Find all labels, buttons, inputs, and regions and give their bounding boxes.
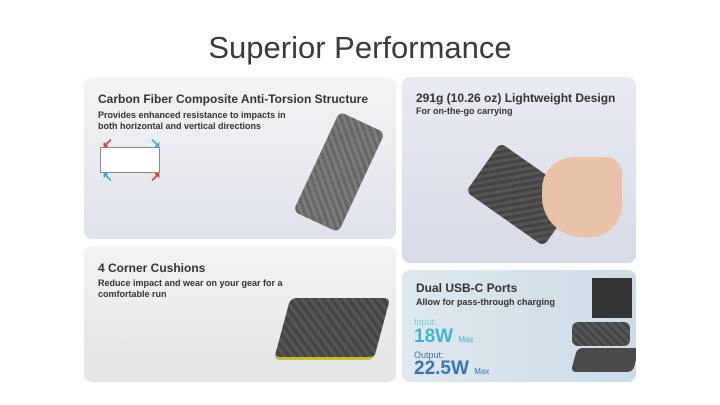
- card-heading: Carbon Fiber Composite Anti-Torsion Stru…: [98, 92, 369, 106]
- wall-charger-image: [592, 278, 632, 318]
- card-anti-torsion: Carbon Fiber Composite Anti-Torsion Stru…: [84, 77, 396, 239]
- torsion-diagram: [100, 147, 160, 173]
- card-heading: 291g (10.26 oz) Lightweight Design: [416, 91, 616, 105]
- card-lightweight: 291g (10.26 oz) Lightweight Design For o…: [402, 77, 636, 263]
- page-title: Superior Performance: [208, 30, 512, 65]
- power-bank-image: [273, 298, 391, 360]
- card-heading: Dual USB-C Ports: [416, 281, 518, 295]
- card-subtext: Allow for pass-through charging: [416, 297, 555, 307]
- output-value: 22.5W Max: [414, 358, 490, 379]
- red-arrow-icon: ↗: [150, 169, 161, 184]
- blue-arrow-icon: ↖: [102, 169, 113, 184]
- card-subtext: For on-the-go carrying: [416, 106, 513, 116]
- phone-image: [570, 348, 636, 372]
- input-label: Input:: [414, 317, 437, 327]
- power-bank-image: [572, 322, 630, 346]
- blue-arrow-icon: ↘: [150, 135, 161, 150]
- card-corner-cushions: 4 Corner Cushions Reduce impact and wear…: [84, 246, 396, 382]
- card-heading: 4 Corner Cushions: [98, 261, 206, 275]
- hand-image: [542, 157, 622, 237]
- red-arrow-icon: ↙: [102, 135, 113, 150]
- card-subtext: Provides enhanced resistance to impacts …: [98, 110, 286, 131]
- input-value: 18W Max: [414, 326, 474, 347]
- power-bank-image: [293, 111, 385, 233]
- card-subtext: Reduce impact and wear on your gear for …: [98, 278, 283, 299]
- card-usb-c-ports: Dual USB-C Ports Allow for pass-through …: [402, 270, 636, 382]
- output-label: Output:: [414, 350, 444, 360]
